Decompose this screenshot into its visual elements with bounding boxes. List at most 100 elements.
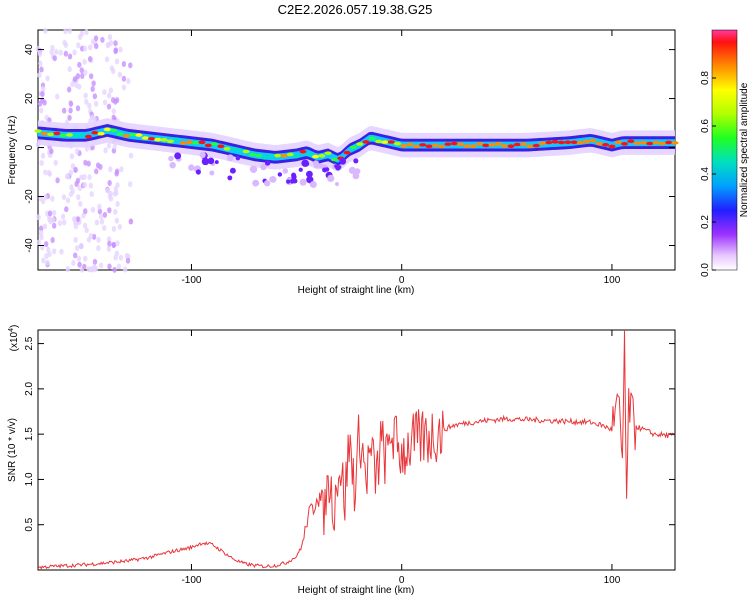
spectrogram-ridge-mark [59, 133, 67, 138]
spectrogram-ridge-mark [564, 140, 572, 145]
spectrogram-ridge-mark [280, 154, 288, 158]
spectrogram-scatter-mark [306, 170, 313, 178]
spectrogram-ridge-mark [343, 150, 351, 155]
spectrogram-scatter-mark [195, 169, 201, 175]
spectrogram-ridge-mark [97, 131, 105, 136]
spectrogram-scatter-mark [227, 175, 233, 181]
spectrogram-noise-mark [117, 71, 123, 78]
spectrogram-ridge-mark [286, 152, 294, 157]
spectrogram-noise-mark [104, 56, 110, 63]
spectrogram-scatter-mark [188, 164, 195, 171]
spectrogram-ytick-label: 20 [24, 93, 35, 105]
spectrogram-noise-mark [50, 195, 55, 202]
spectrogram-noise-mark [57, 220, 63, 227]
spectrogram-scatter-mark [318, 163, 324, 169]
spectrogram-scatter-mark [348, 166, 356, 174]
spectrogram-ridge-mark [72, 134, 80, 139]
colorbar-tick-label: 0.4 [700, 167, 711, 181]
spectrogram-ridge-mark [482, 143, 490, 148]
spectrogram-ylabel: Frequency (Hz) [7, 116, 18, 185]
spectrogram-noise-mark [82, 263, 87, 270]
spectrogram-ridge-mark [639, 140, 647, 145]
spectrogram-ridge-mark [185, 140, 193, 144]
spectrogram-noise-mark [43, 169, 48, 176]
spectrogram-noise-mark [84, 227, 89, 234]
spectrogram-scatter-mark [264, 160, 271, 166]
spectrogram-noise-mark [53, 159, 58, 166]
spectrogram-scatter-mark [309, 180, 317, 188]
spectrogram-xtick-label: -100 [181, 275, 201, 286]
spectrogram-noise-mark [78, 200, 83, 207]
spectrogram-noise-mark [51, 216, 56, 223]
spectrogram-noise-mark [42, 99, 47, 106]
spectrogram-ridge-mark [362, 140, 370, 144]
spectrogram-ridge-mark [349, 145, 357, 150]
snr-xtick-label: 0 [399, 575, 405, 586]
spectrogram-noise-mark [92, 115, 97, 122]
spectrogram-noise-mark [77, 61, 82, 68]
spectrogram-ridge-mark [627, 139, 635, 143]
spectrogram-ridge-mark [211, 142, 219, 146]
spectrogram-noise-mark [61, 194, 67, 201]
spectrogram-ridge-mark [469, 144, 477, 148]
spectrogram-noise-mark [114, 168, 120, 175]
spectrogram-noise-mark [115, 240, 120, 247]
spectrogram-ridge-mark [84, 134, 92, 139]
spectrogram-noise-mark [90, 86, 95, 93]
spectrogram-noise-mark [68, 107, 73, 114]
spectrogram-noise-mark [40, 152, 46, 159]
spectrogram-ridge-mark [393, 141, 401, 146]
spectrogram-noise-mark [51, 248, 57, 255]
spectrogram-noise-mark [115, 182, 120, 189]
spectrogram-ridge-mark [305, 152, 313, 157]
spectrogram-noise-mark [97, 203, 102, 210]
spectrogram-noise-mark [60, 213, 66, 220]
spectrogram-noise-mark [115, 200, 120, 207]
spectrogram-noise-mark [116, 263, 122, 270]
spectrogram-noise-mark [68, 100, 74, 107]
spectrogram-noise-mark [39, 244, 45, 251]
spectrogram-noise-mark [105, 42, 111, 49]
spectrogram-noise-mark [106, 245, 112, 252]
snr-xtick-label: 100 [604, 575, 621, 586]
spectrogram-noise-mark [72, 76, 78, 83]
spectrogram-scatter-mark [209, 170, 215, 176]
spectrogram-scatter-mark [339, 158, 347, 165]
spectrogram-scatter-mark [201, 157, 210, 166]
spectrogram-scatter-mark [299, 178, 307, 186]
spectrogram-scatter-mark [269, 176, 275, 182]
spectrogram-noise-mark [75, 177, 81, 184]
spectrogram-noise-mark [49, 148, 54, 155]
spectrogram-ridge-mark [312, 154, 320, 159]
spectrogram-noise-mark [99, 218, 105, 225]
snr-ylabel: SNR (10 * v/v) [7, 418, 18, 482]
spectrogram-noise-mark [40, 90, 45, 97]
spectrogram-ridge-mark [646, 141, 654, 146]
spectrogram-noise-mark [44, 252, 49, 259]
spectrogram-xtick-label: 100 [604, 275, 621, 286]
spectrogram-noise-mark [82, 58, 87, 65]
spectrogram-scatter-mark [260, 163, 267, 171]
spectrogram-noise-mark [84, 29, 89, 36]
spectrogram-noise-mark [110, 96, 116, 103]
spectrogram-noise-mark [67, 27, 73, 34]
spectrogram-noise-mark [82, 181, 87, 188]
spectrogram-noise-mark [114, 250, 120, 257]
spectrogram-scatter-mark [353, 158, 359, 164]
spectrogram-ridge-mark [179, 141, 187, 145]
spectrogram-noise-mark [96, 236, 101, 243]
spectrogram-noise-mark [54, 93, 60, 100]
spectrogram-ridge-mark [576, 140, 584, 145]
snr-scale-base: (x10 [9, 331, 20, 351]
spectrogram-scatter-mark [277, 172, 283, 177]
spectrogram-noise-mark [41, 257, 46, 264]
spectrogram-noise-mark [86, 236, 92, 243]
spectrogram-noise-mark [39, 160, 44, 167]
spectrogram-noise-mark [118, 46, 123, 53]
spectrogram-noise-mark [89, 191, 94, 198]
snr-xtick-label: -100 [181, 575, 201, 586]
colorbar: 0.0 0.2 0.4 0.6 0.8 Normalized spectral ampl… [700, 29, 750, 277]
spectrogram-ridge-mark [595, 141, 603, 146]
spectrogram-noise-mark [37, 48, 43, 55]
